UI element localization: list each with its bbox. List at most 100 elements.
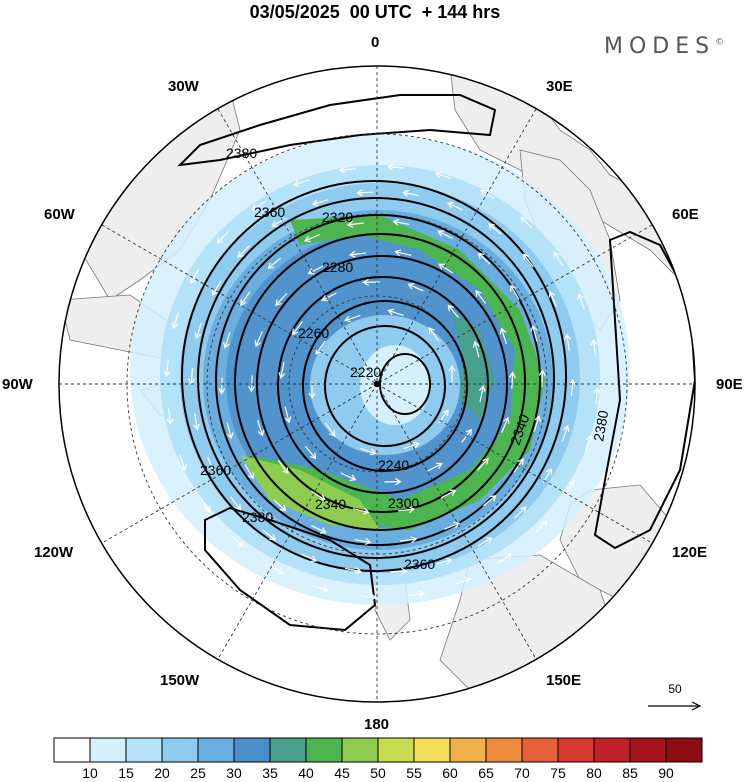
wind-arrow	[402, 189, 420, 197]
wind-arrow	[273, 499, 287, 512]
wind-arrow	[478, 385, 486, 403]
brand-logo: MODES©	[604, 34, 725, 59]
wind-arrow	[564, 480, 575, 495]
wind-arrow	[564, 333, 571, 351]
colorbar-swatch	[449, 737, 487, 763]
wind-arrow	[344, 314, 361, 323]
contour-label: 2380	[590, 409, 611, 443]
wind-arrow	[240, 291, 251, 306]
colorbar-tick-label: 35	[262, 765, 278, 781]
wind-arrow	[211, 280, 222, 296]
colorbar-swatch	[197, 737, 235, 763]
colorbar-tick-label: 50	[370, 765, 386, 781]
wind-arrow	[590, 338, 598, 356]
wind-arrow	[476, 457, 489, 471]
wind-arrow	[585, 434, 593, 452]
colorbar-tick-label: 15	[118, 765, 134, 781]
colorbar-swatch	[269, 737, 307, 763]
reference-vector-label: 50	[668, 682, 682, 696]
longitude-label: 150E	[546, 672, 582, 689]
longitude-label: 90W	[2, 376, 33, 393]
wind-arrow	[446, 201, 463, 211]
contour-label: 2360	[254, 204, 285, 220]
colorbar-swatch	[161, 737, 199, 763]
wind-arrow	[360, 448, 377, 456]
colorbar-tick-label: 20	[154, 765, 170, 781]
wind-arrow	[251, 200, 267, 211]
height-contours	[177, 94, 695, 632]
longitude-label: 120W	[34, 544, 74, 561]
wind-vectors	[163, 163, 601, 601]
wind-arrow	[501, 416, 510, 433]
wind-arrow	[344, 567, 362, 575]
wind-arrow	[387, 308, 404, 316]
wind-arrow	[359, 593, 378, 601]
wind-arrow	[226, 422, 234, 440]
wind-arrow	[427, 462, 443, 472]
wind-arrow	[499, 327, 507, 344]
colorbar-swatch	[485, 737, 523, 763]
longitude-label: 0	[371, 34, 380, 51]
wind-arrow	[303, 234, 321, 243]
wind-arrow	[394, 249, 412, 257]
wind-arrow	[480, 189, 495, 200]
colorbar-tick-label: 90	[658, 765, 674, 781]
colorbar-tick-label: 10	[82, 765, 98, 781]
wind-arrow	[522, 253, 534, 268]
wind-arrow	[230, 496, 242, 511]
colorbar-tick-label: 85	[622, 765, 638, 781]
colorbar-swatch	[377, 737, 415, 763]
wind-arrow	[448, 364, 456, 382]
colorbar-swatch	[305, 737, 343, 763]
wind-arrow	[301, 553, 318, 563]
wind-arrow	[254, 331, 263, 348]
colorbar-swatch	[89, 737, 127, 763]
colorbar-swatch	[413, 737, 451, 763]
wind-arrow	[223, 332, 231, 349]
wind-arrow	[275, 293, 288, 307]
wind-arrow	[311, 525, 327, 534]
wind-arrow	[262, 529, 277, 541]
contour-label: 2240	[378, 457, 409, 473]
colorbar-swatch	[521, 737, 559, 763]
colorbar-swatch	[53, 737, 91, 763]
map-border	[58, 65, 696, 703]
wind-arrow	[535, 520, 548, 533]
wind-arrow	[278, 361, 286, 379]
wind-arrow	[577, 292, 585, 310]
wind-arrow	[312, 585, 330, 593]
colorbar-tick-label: 45	[334, 765, 350, 781]
wind-arrow	[356, 189, 374, 197]
wind-arrow	[392, 218, 410, 226]
wind-arrow	[437, 230, 453, 239]
wind-arrow	[189, 269, 200, 284]
colorbar-tick-label: 65	[478, 765, 494, 781]
contour-label: 2300	[388, 495, 419, 511]
contour-label: 2260	[298, 325, 329, 341]
colorbar-swatch	[341, 737, 379, 763]
wind-arrow	[271, 217, 287, 227]
wind-arrow	[390, 567, 408, 575]
wind-arrow	[400, 536, 418, 544]
wind-arrow	[207, 457, 216, 474]
colorbar-tick-label: 55	[406, 765, 422, 781]
contour-label: 2380	[242, 509, 273, 525]
colorbar-swatch	[125, 737, 163, 763]
wind-arrow	[477, 537, 493, 547]
wind-arrow	[443, 521, 461, 530]
contour-label: 2360	[404, 556, 435, 572]
graticule	[59, 66, 695, 702]
colorbar-swatch	[629, 737, 667, 763]
colorbar	[53, 737, 703, 763]
wind-arrow	[475, 289, 487, 304]
wind-arrow	[553, 251, 564, 267]
wind-arrow	[307, 265, 324, 275]
contour-label: 2340	[315, 496, 346, 512]
wind-arrow	[513, 506, 527, 519]
longitude-label: 150W	[160, 672, 200, 689]
colorbar-swatch	[593, 737, 631, 763]
wind-arrow	[348, 250, 367, 258]
page-title: 03/05/2025 00 UTC + 144 hrs	[249, 2, 501, 22]
